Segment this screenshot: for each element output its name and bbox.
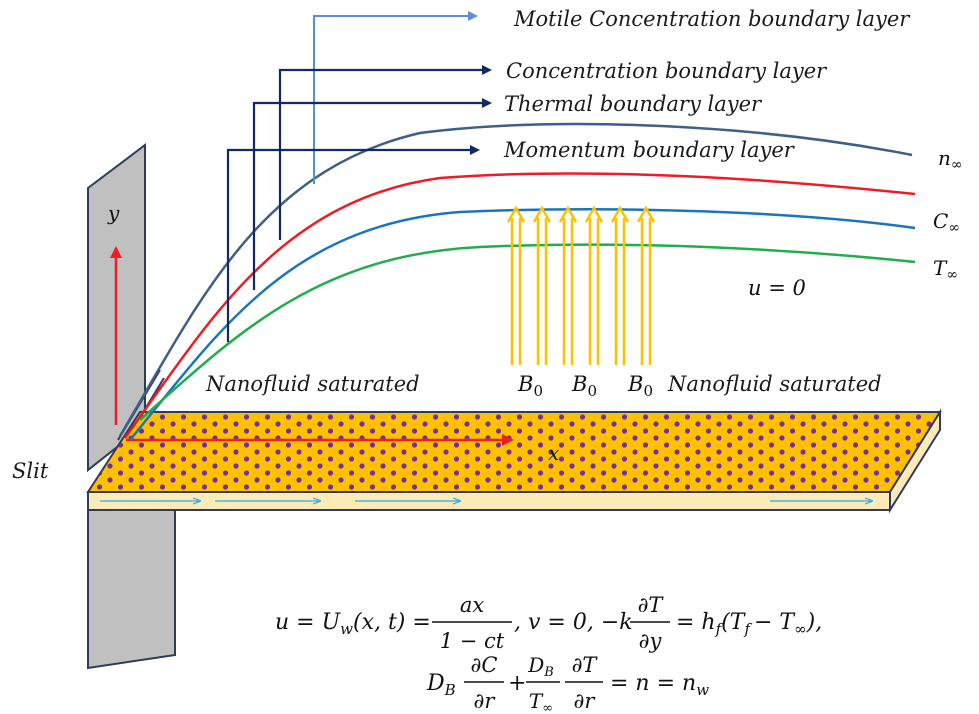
motile-layer-arrow [313,11,478,184]
concentration-curve [123,172,916,439]
magnetic-field-arrows [506,205,656,365]
boundary-condition-line-1: u = Uw(x, t) = ax 1 − ct , v = 0, −k ∂T … [275,593,822,653]
y-axis-label: y [107,201,120,225]
t-infinity-label: T∞ [933,256,958,283]
svg-text:1 − ct: 1 − ct [440,629,505,653]
svg-text:∂y: ∂y [639,629,663,653]
n-infinity-label: n∞ [938,146,963,173]
u-zero-label: u = 0 [748,276,806,300]
nanofluid-right-label: Nanofluid saturated [667,372,882,396]
svg-text:ax: ax [460,593,485,617]
x-axis-label: x [548,441,559,465]
concentration-layer-label: Concentration boundary layer [506,59,828,83]
lower-wall [87,494,176,670]
concentration-layer-arrow [278,65,492,240]
motile-concentration-curve [118,122,913,437]
nanofluid-left-label: Nanofluid saturated [205,372,420,396]
svg-text:∂C: ∂C [471,653,498,677]
svg-text:∂T: ∂T [572,653,599,677]
slit-label: Slit [12,459,49,483]
momentum-layer-arrow [226,145,480,342]
svg-text:DB: DB [426,671,456,699]
svg-text:= hf(Tf− T∞),: = hf(Tf − T∞), [676,610,822,638]
thermal-layer-label: Thermal boundary layer [504,92,763,116]
svg-text:∂r: ∂r [474,689,497,713]
b0-label-1: B0 [517,372,543,400]
field-arrow-5 [610,205,630,365]
stretching-sheet-top [86,411,942,493]
stretching-sheet-side [889,408,941,514]
field-arrow-2 [532,205,552,365]
svg-text:T∞: T∞ [529,689,553,714]
momentum-curve [139,243,916,421]
svg-text:u = Uw(x, t) =: u = Uw(x, t) = [275,610,431,638]
field-arrow-3 [558,205,578,365]
svg-text:∂T: ∂T [638,593,665,617]
momentum-layer-label: Momentum boundary layer [503,138,796,162]
motile-layer-label: Motile Concentration boundary layer [513,7,911,31]
thermal-layer-arrow [252,98,492,290]
field-arrow-1 [506,205,526,365]
b0-label-2: B0 [571,372,597,400]
svg-text:+: + [508,671,526,696]
field-arrow-6 [636,205,656,365]
c-infinity-label: C∞ [933,209,960,236]
thermal-curve [129,208,916,441]
b0-label-3: B0 [627,372,653,400]
boundary-condition-line-2: DB ∂C ∂r + DB T∞ ∂T ∂r = n = nw [426,653,709,714]
svg-text:DB: DB [527,653,554,680]
svg-text:, v = 0, −k: , v = 0, −k [514,610,633,635]
svg-text:∂r: ∂r [574,689,597,713]
field-arrow-4 [584,205,604,365]
svg-text:= n = nw: = n = nw [610,671,709,699]
stretching-sheet-front [87,491,891,511]
